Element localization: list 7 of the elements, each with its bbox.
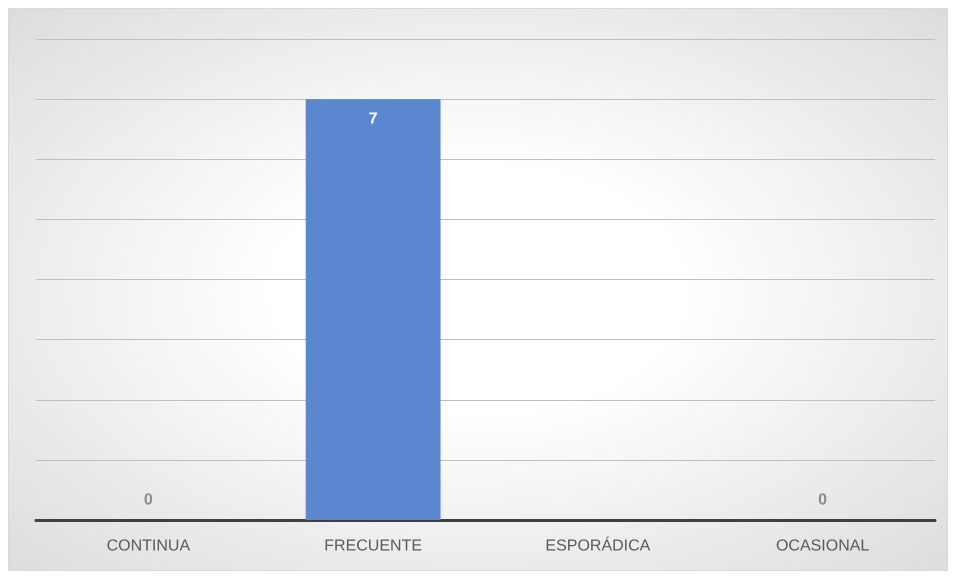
x-tick-label: FRECUENTE <box>324 538 422 554</box>
data-label: 0 <box>818 492 828 508</box>
x-tick-label: OCASIONAL <box>776 538 870 554</box>
data-label: 7 <box>368 110 378 128</box>
x-tick-label: CONTINUA <box>106 538 190 554</box>
data-label: 0 <box>144 492 153 508</box>
x-tick-label: ESPORÁDICA <box>545 536 651 554</box>
